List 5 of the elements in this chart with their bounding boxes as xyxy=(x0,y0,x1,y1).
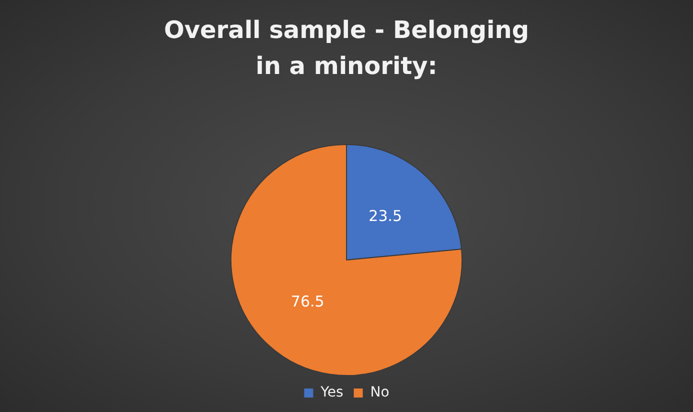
data-label: 23.5 xyxy=(368,207,402,226)
legend-label: Yes xyxy=(320,384,344,401)
data-label: 76.5 xyxy=(290,292,324,311)
legend-label: No xyxy=(370,384,390,401)
chart-title: Overall sample - Belonging in a minority: xyxy=(162,15,530,82)
